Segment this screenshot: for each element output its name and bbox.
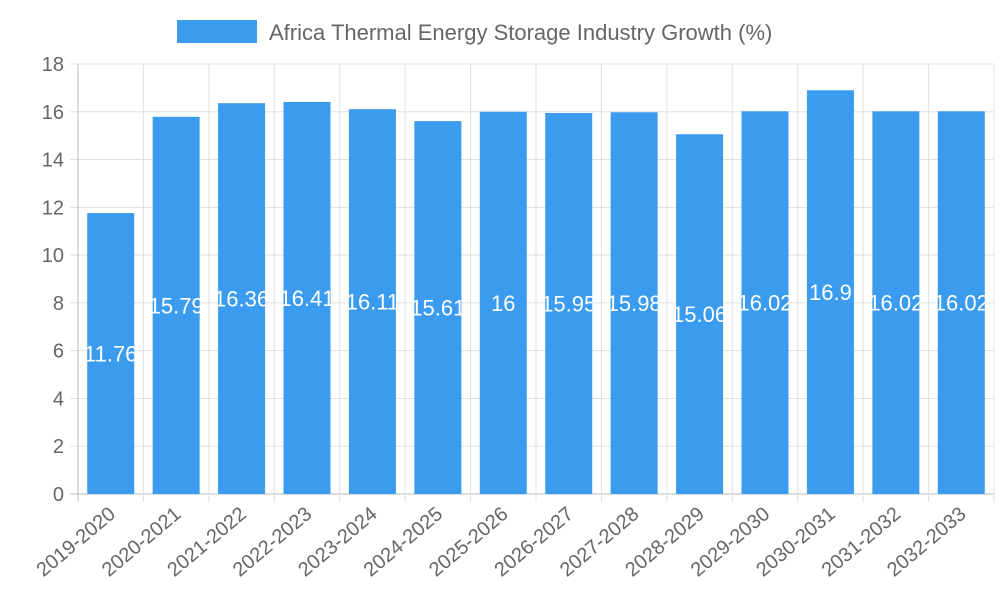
bar[interactable] (348, 109, 396, 495)
bar[interactable] (937, 111, 985, 495)
y-tick-label: 8 (53, 293, 64, 315)
bar[interactable] (872, 111, 920, 495)
data-label: 16.11 (346, 290, 399, 315)
y-tick-label: 18 (42, 54, 64, 76)
data-label: 16.36 (214, 287, 269, 312)
data-label: 15.79 (149, 293, 204, 318)
y-tick-label: 6 (53, 341, 64, 363)
y-tick-label: 2 (53, 436, 64, 458)
legend-label[interactable]: Africa Thermal Energy Storage Industry G… (269, 20, 772, 45)
bar[interactable] (87, 213, 135, 495)
data-label: 16.02 (737, 291, 792, 316)
data-label: 16 (491, 291, 515, 316)
bar[interactable] (676, 134, 724, 494)
y-tick-label: 16 (42, 102, 64, 124)
bar[interactable] (610, 112, 658, 494)
bar[interactable] (152, 116, 200, 495)
bar[interactable] (218, 103, 266, 494)
bar[interactable] (283, 101, 331, 494)
bar[interactable] (806, 90, 854, 495)
data-label: 15.98 (607, 291, 662, 316)
y-tick-label: 14 (42, 150, 64, 172)
y-tick-label: 0 (53, 484, 64, 506)
y-tick-label: 10 (42, 245, 64, 267)
bar[interactable] (414, 121, 462, 494)
y-tick-label: 12 (42, 197, 64, 219)
bar[interactable] (479, 111, 527, 495)
data-label: 16.02 (934, 291, 989, 316)
data-label: 15.61 (410, 296, 465, 321)
data-label: 15.95 (541, 291, 596, 316)
bar[interactable] (741, 111, 789, 495)
data-label: 16.41 (279, 286, 334, 311)
legend-swatch[interactable] (177, 20, 257, 43)
data-label: 11.76 (84, 342, 137, 367)
data-label: 15.06 (672, 302, 727, 327)
y-tick-label: 4 (53, 388, 64, 410)
data-label: 16.02 (868, 291, 923, 316)
bar[interactable] (545, 112, 593, 494)
data-label: 16.9 (809, 280, 852, 305)
